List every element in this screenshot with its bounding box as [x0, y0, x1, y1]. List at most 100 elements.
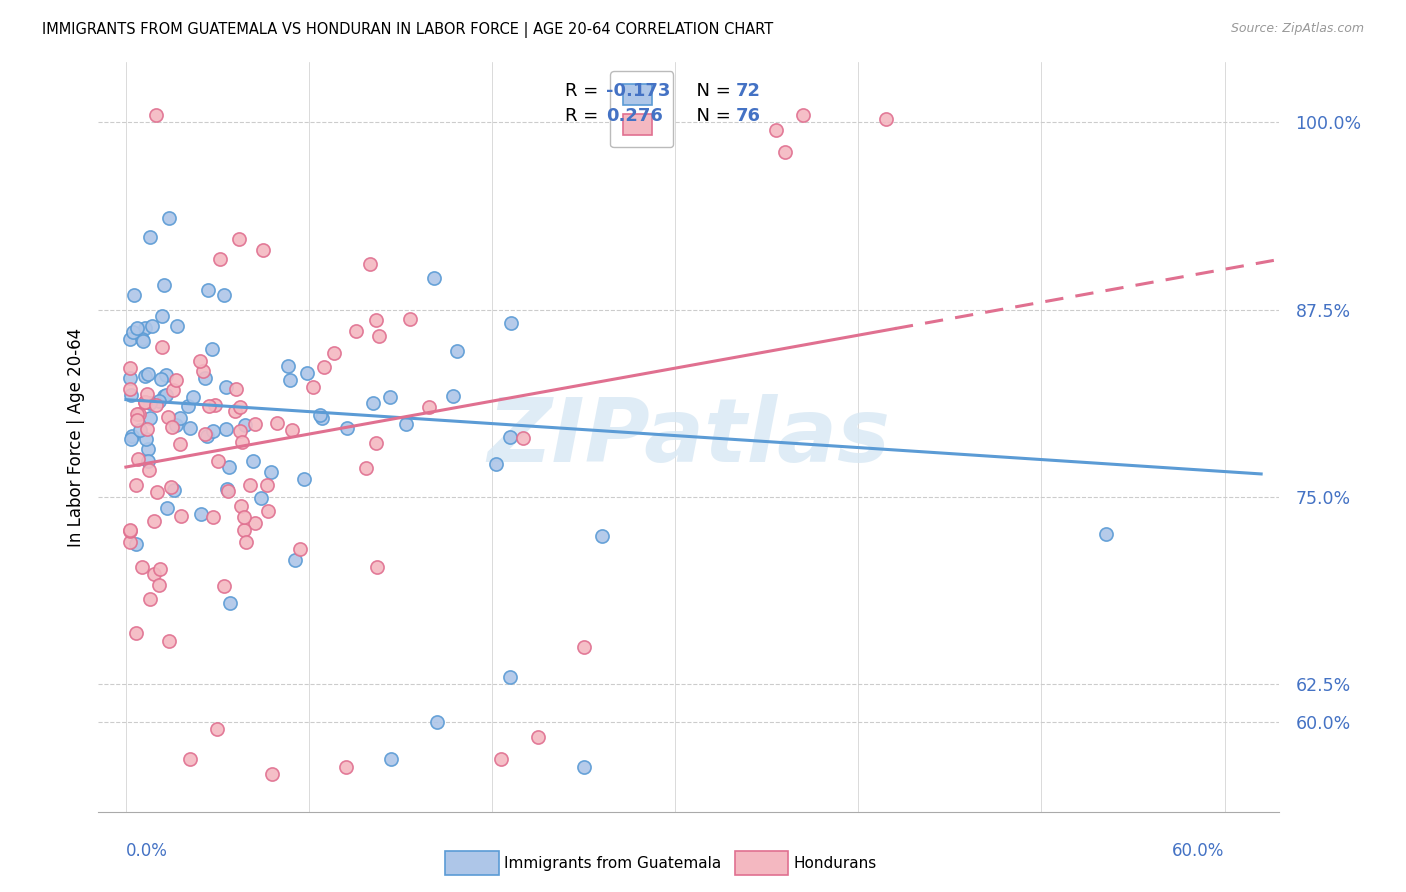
Point — [179, 421, 201, 435]
Point — [128, 407, 150, 421]
Point — [243, 516, 266, 531]
Point — [875, 112, 897, 127]
Point — [150, 340, 173, 354]
Point — [118, 523, 141, 537]
Point — [336, 421, 359, 435]
Point — [139, 592, 162, 607]
Point — [252, 243, 274, 257]
Point — [141, 319, 163, 334]
Point — [364, 313, 387, 327]
Point — [281, 423, 304, 437]
Text: N =: N = — [685, 82, 737, 100]
Point — [131, 560, 153, 574]
Point — [156, 501, 179, 516]
Point — [145, 398, 167, 412]
Point — [418, 401, 440, 415]
Point — [125, 537, 148, 551]
Point — [242, 453, 264, 467]
Text: 0.276: 0.276 — [606, 107, 664, 126]
Point — [179, 752, 201, 766]
Point — [364, 436, 387, 450]
Point — [135, 432, 157, 446]
Point — [301, 380, 323, 394]
Point — [165, 373, 187, 387]
Point — [122, 325, 145, 339]
Point — [572, 760, 595, 774]
Point — [214, 288, 236, 302]
Point — [446, 344, 468, 359]
Point — [136, 367, 159, 381]
Point — [215, 422, 238, 436]
Point — [262, 767, 284, 781]
Point — [149, 562, 172, 576]
Point — [138, 454, 160, 468]
Point — [207, 723, 229, 737]
Point — [228, 232, 250, 246]
Point — [215, 482, 238, 496]
Point — [527, 730, 550, 744]
Point — [344, 324, 367, 338]
Point — [170, 508, 193, 523]
Point — [229, 499, 252, 513]
Point — [765, 123, 787, 137]
Text: 0.0%: 0.0% — [127, 842, 167, 860]
Point — [124, 626, 146, 640]
Point — [288, 542, 311, 557]
Text: 60.0%: 60.0% — [1173, 842, 1225, 860]
Point — [354, 460, 377, 475]
Point — [153, 388, 176, 402]
Point — [145, 108, 167, 122]
Point — [441, 389, 464, 403]
Point — [201, 424, 224, 438]
Point — [499, 316, 522, 330]
Point — [423, 271, 446, 285]
Point — [235, 535, 257, 549]
Text: Hondurans: Hondurans — [794, 855, 877, 871]
Point — [118, 524, 141, 538]
Point — [378, 390, 401, 404]
Point — [233, 523, 256, 537]
Point — [278, 373, 301, 387]
Point — [228, 424, 250, 438]
Point — [148, 394, 170, 409]
Point — [233, 417, 256, 432]
Point — [284, 552, 307, 566]
Point — [136, 386, 159, 401]
Text: N =: N = — [685, 107, 737, 126]
Point — [245, 417, 267, 432]
Point — [215, 380, 238, 394]
Point — [169, 410, 191, 425]
Point — [399, 311, 422, 326]
Point — [218, 459, 240, 474]
Point — [136, 442, 159, 457]
Text: Immigrants from Guatemala: Immigrants from Guatemala — [505, 855, 721, 871]
Point — [366, 559, 388, 574]
Point — [792, 108, 814, 122]
Point — [773, 145, 796, 160]
Point — [134, 395, 156, 409]
Point — [308, 408, 330, 422]
Point — [160, 480, 183, 494]
Point — [212, 578, 235, 592]
Point — [181, 390, 204, 404]
Point — [204, 398, 226, 412]
Point — [152, 277, 174, 292]
Point — [143, 566, 166, 581]
Point — [160, 419, 183, 434]
Point — [426, 714, 449, 729]
Point — [169, 436, 191, 450]
Text: IMMIGRANTS FROM GUATEMALA VS HONDURAN IN LABOR FORCE | AGE 20-64 CORRELATION CHA: IMMIGRANTS FROM GUATEMALA VS HONDURAN IN… — [42, 22, 773, 38]
Point — [297, 366, 319, 380]
Point — [512, 431, 534, 445]
Text: 76: 76 — [737, 107, 761, 126]
Point — [363, 395, 385, 409]
FancyBboxPatch shape — [446, 851, 499, 875]
Point — [395, 417, 418, 431]
Point — [229, 400, 252, 414]
Point — [202, 510, 225, 524]
Point — [155, 368, 177, 383]
Point — [207, 454, 229, 468]
Point — [162, 384, 184, 398]
Point — [163, 483, 186, 498]
Text: R =: R = — [565, 82, 605, 100]
